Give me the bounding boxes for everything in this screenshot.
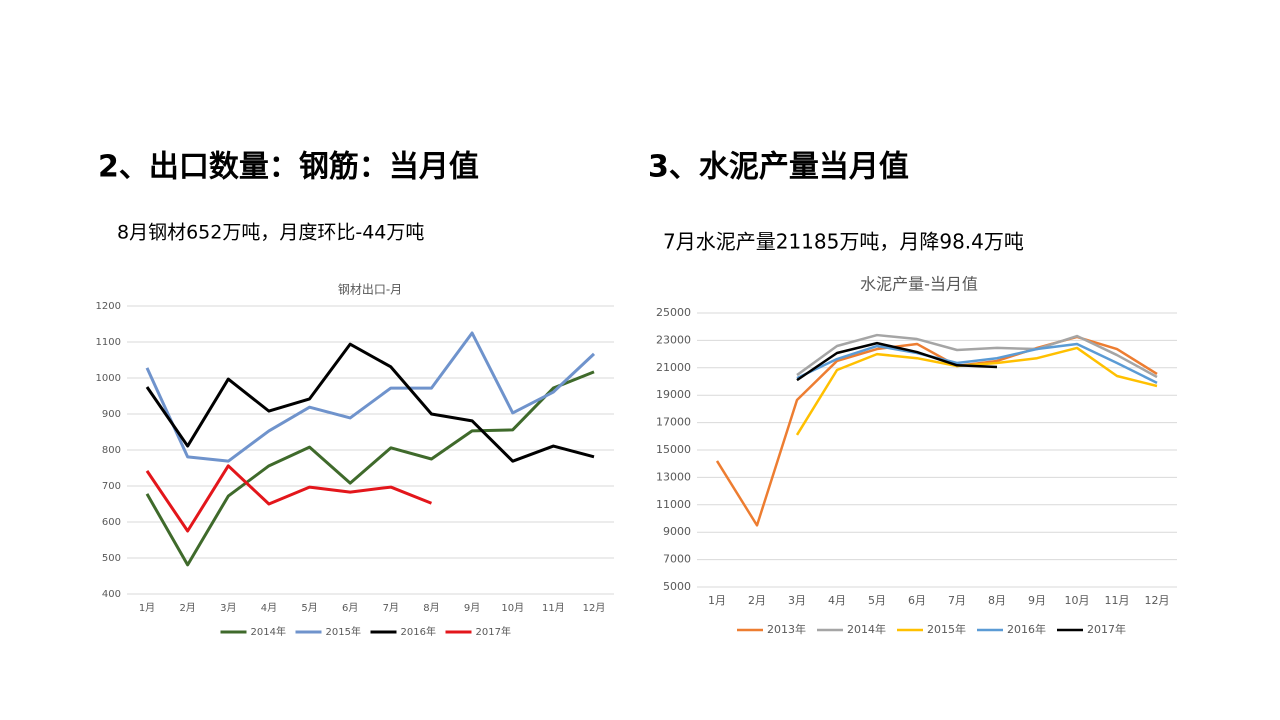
series-line bbox=[796, 341, 998, 382]
x-tick-label: 2月 bbox=[748, 594, 766, 607]
x-tick-label: 6月 bbox=[908, 594, 926, 607]
legend-label: 2013年 bbox=[767, 622, 806, 636]
x-tick-label: 11月 bbox=[542, 602, 565, 614]
x-tick-label: 3月 bbox=[220, 602, 236, 614]
x-tick-label: 1月 bbox=[708, 594, 726, 607]
legend-label: 2014年 bbox=[847, 622, 886, 636]
y-tick-label: 1100 bbox=[96, 337, 121, 348]
legend-label: 2015年 bbox=[927, 622, 966, 636]
subtitle: 7月水泥产量21185万吨，月降98.4万吨 bbox=[663, 230, 1024, 254]
legend-label: 2014年 bbox=[251, 625, 286, 638]
y-tick-label: 11000 bbox=[656, 498, 691, 511]
y-tick-label: 7000 bbox=[663, 553, 691, 566]
y-tick-label: 9000 bbox=[663, 525, 691, 538]
y-tick-label: 1200 bbox=[96, 301, 121, 312]
y-tick-label: 700 bbox=[102, 481, 121, 492]
series-line bbox=[796, 342, 1158, 384]
x-tick-label: 1月 bbox=[139, 602, 155, 614]
series-line bbox=[145, 370, 595, 567]
x-tick-label: 11月 bbox=[1105, 594, 1130, 607]
y-tick-label: 15000 bbox=[656, 443, 691, 456]
series-line bbox=[795, 346, 1158, 436]
x-tick-label: 12月 bbox=[583, 602, 606, 614]
series-line bbox=[796, 333, 1158, 379]
x-tick-label: 6月 bbox=[342, 602, 358, 614]
x-tick-label: 7月 bbox=[948, 594, 966, 607]
x-tick-label: 9月 bbox=[464, 602, 480, 614]
legend-label: 2016年 bbox=[1007, 622, 1046, 636]
y-tick-label: 5000 bbox=[663, 580, 691, 593]
x-tick-label: 4月 bbox=[828, 594, 846, 607]
y-tick-label: 21000 bbox=[656, 361, 691, 374]
x-tick-label: 4月 bbox=[261, 602, 277, 614]
chart-title: 钢材出口-月 bbox=[338, 283, 402, 297]
heading: 2、出口数量：钢筋：当月值 bbox=[98, 150, 479, 185]
y-tick-label: 1000 bbox=[96, 373, 121, 384]
y-tick-label: 23000 bbox=[656, 333, 691, 346]
subtitle: 8月钢材652万吨，月度环比-44万吨 bbox=[117, 222, 424, 244]
legend-label: 2017年 bbox=[476, 625, 511, 638]
series-line bbox=[145, 464, 433, 533]
legend-label: 2015年 bbox=[326, 625, 361, 638]
x-tick-label: 2月 bbox=[179, 602, 195, 614]
y-tick-label: 13000 bbox=[656, 470, 691, 483]
x-tick-label: 8月 bbox=[423, 602, 439, 614]
x-tick-label: 8月 bbox=[988, 594, 1006, 607]
x-tick-label: 10月 bbox=[501, 602, 524, 614]
y-tick-label: 500 bbox=[102, 553, 121, 564]
x-tick-label: 12月 bbox=[1145, 594, 1170, 607]
x-tick-label: 5月 bbox=[301, 602, 317, 614]
series-line bbox=[715, 335, 1158, 527]
y-tick-label: 600 bbox=[102, 517, 121, 528]
y-tick-label: 17000 bbox=[656, 416, 691, 429]
y-tick-label: 19000 bbox=[656, 388, 691, 401]
x-tick-label: 9月 bbox=[1028, 594, 1046, 607]
series-line bbox=[145, 342, 595, 463]
y-tick-label: 25000 bbox=[656, 306, 691, 319]
heading: 3、水泥产量当月值 bbox=[648, 150, 909, 185]
x-tick-label: 7月 bbox=[383, 602, 399, 614]
legend-label: 2016年 bbox=[401, 625, 436, 638]
x-tick-label: 10月 bbox=[1065, 594, 1090, 607]
chart-title: 水泥产量-当月值 bbox=[860, 275, 978, 294]
x-tick-label: 3月 bbox=[788, 594, 806, 607]
series-line bbox=[145, 331, 596, 463]
y-tick-label: 900 bbox=[102, 409, 121, 420]
x-tick-label: 5月 bbox=[868, 594, 886, 607]
y-tick-label: 800 bbox=[102, 445, 121, 456]
y-tick-label: 400 bbox=[102, 589, 121, 600]
legend-label: 2017年 bbox=[1087, 622, 1126, 636]
